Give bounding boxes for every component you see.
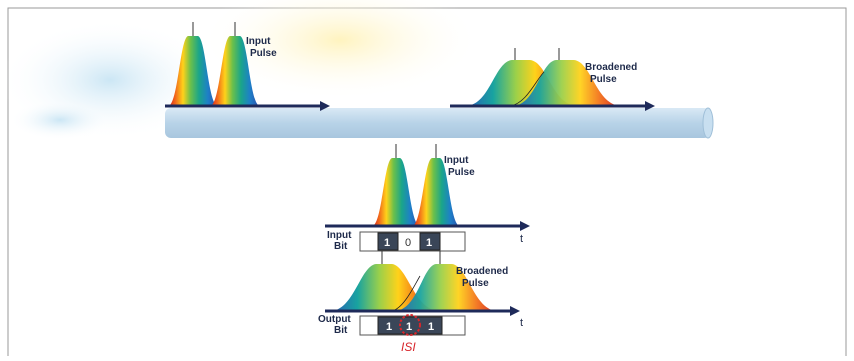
top-left-axis-arrow (165, 101, 330, 111)
top-input-pulse-1 (168, 22, 218, 106)
output-bit-label-line1: Output (318, 314, 351, 325)
background-decoration (0, 0, 480, 140)
middle-input-label-line1: Input (444, 155, 469, 166)
top-broadened-label-line1: Broadened (585, 62, 637, 73)
middle-input-label-line2: Pulse (448, 167, 475, 178)
top-broadened-label-line2: Pulse (590, 74, 617, 85)
isi-label: ISI (401, 340, 416, 354)
middle-input-pulse-2 (412, 144, 460, 226)
fiber-tube (165, 107, 714, 139)
middle-axis-arrow (325, 221, 530, 231)
bottom-broadened-label-line2: Pulse (462, 278, 489, 289)
bottom-broadened-pulse-2 (394, 251, 498, 311)
bottom-broadened-label-line1: Broadened (456, 266, 508, 277)
input-bit-label-line2: Bit (334, 241, 348, 252)
output-bit-2: 1 (406, 321, 412, 333)
top-input-label-line1: Input (246, 36, 271, 47)
bottom-axis-arrow (325, 306, 520, 316)
isi-highlight-ring (399, 314, 421, 336)
input-bit-label-line1: Input (327, 230, 352, 241)
top-broadened-pulse-2 (512, 48, 622, 106)
input-bit-row (359, 231, 466, 252)
top-input-pulse-2 (210, 22, 260, 106)
input-bit-3: 1 (426, 237, 432, 249)
output-bit-3: 1 (428, 321, 434, 333)
output-bit-1: 1 (386, 321, 392, 333)
input-bit-2: 0 (405, 237, 411, 249)
top-input-label-line2: Pulse (250, 48, 277, 59)
output-bit-row (359, 315, 466, 336)
top-right-axis-arrow (450, 101, 655, 111)
bottom-axis-t-label: t (520, 317, 523, 329)
output-bit-label-line2: Bit (334, 325, 348, 336)
middle-axis-t-label: t (520, 233, 523, 245)
input-bit-1: 1 (384, 237, 390, 249)
middle-input-pulse-1 (372, 144, 420, 226)
